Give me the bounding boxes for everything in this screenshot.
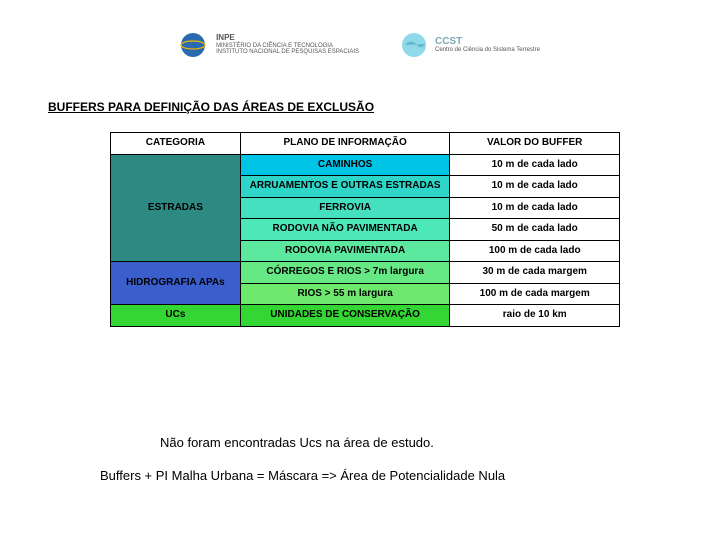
cat-hidrografia: HIDROGRAFIA APAs	[111, 262, 241, 305]
table-row: HIDROGRAFIA APAs CÓRREGOS E RIOS > 7m la…	[111, 262, 620, 284]
valor-cell: 100 m de cada lado	[450, 240, 620, 262]
valor-cell: raio de 10 km	[450, 305, 620, 327]
plano-cell: RODOVIA PAVIMENTADA	[240, 240, 450, 262]
plano-cell: CAMINHOS	[240, 154, 450, 176]
valor-cell: 10 m de cada lado	[450, 154, 620, 176]
header-plano: PLANO DE INFORMAÇÃO	[240, 133, 450, 155]
section-title: BUFFERS PARA DEFINIÇÃO DAS ÁREAS DE EXCL…	[48, 100, 374, 114]
header-logos: INPE MINISTÉRIO DA CIÊNCIA E TECNOLOGIA …	[0, 20, 720, 70]
plano-cell: RIOS > 55 m largura	[240, 283, 450, 305]
buffer-table: CATEGORIA PLANO DE INFORMAÇÃO VALOR DO B…	[110, 132, 620, 327]
table-row: ESTRADAS CAMINHOS 10 m de cada lado	[111, 154, 620, 176]
valor-cell: 100 m de cada margem	[450, 283, 620, 305]
cat-estradas: ESTRADAS	[111, 154, 241, 262]
ccst-icon	[399, 30, 429, 60]
valor-cell: 50 m de cada lado	[450, 219, 620, 241]
inpe-text: INPE MINISTÉRIO DA CIÊNCIA E TECNOLOGIA …	[216, 34, 359, 56]
table-row: UCs UNIDADES DE CONSERVAÇÃO raio de 10 k…	[111, 305, 620, 327]
valor-cell: 10 m de cada lado	[450, 197, 620, 219]
table-header-row: CATEGORIA PLANO DE INFORMAÇÃO VALOR DO B…	[111, 133, 620, 155]
valor-cell: 10 m de cada lado	[450, 176, 620, 198]
plano-cell: CÓRREGOS E RIOS > 7m largura	[240, 262, 450, 284]
cat-ucs: UCs	[111, 305, 241, 327]
inpe-icon	[180, 30, 210, 60]
plano-cell: ARRUAMENTOS E OUTRAS ESTRADAS	[240, 176, 450, 198]
header-categoria: CATEGORIA	[111, 133, 241, 155]
plano-cell: UNIDADES DE CONSERVAÇÃO	[240, 305, 450, 327]
note-buffers: Buffers + PI Malha Urbana = Máscara => Á…	[100, 468, 505, 483]
plano-cell: RODOVIA NÃO PAVIMENTADA	[240, 219, 450, 241]
plano-cell: FERROVIA	[240, 197, 450, 219]
logo-inpe: INPE MINISTÉRIO DA CIÊNCIA E TECNOLOGIA …	[180, 30, 359, 60]
valor-cell: 30 m de cada margem	[450, 262, 620, 284]
ccst-text: CCST Centro de Ciência do Sistema Terres…	[435, 36, 540, 54]
header-valor: VALOR DO BUFFER	[450, 133, 620, 155]
logo-ccst: CCST Centro de Ciência do Sistema Terres…	[399, 30, 540, 60]
note-ucs: Não foram encontradas Ucs na área de est…	[160, 435, 434, 450]
